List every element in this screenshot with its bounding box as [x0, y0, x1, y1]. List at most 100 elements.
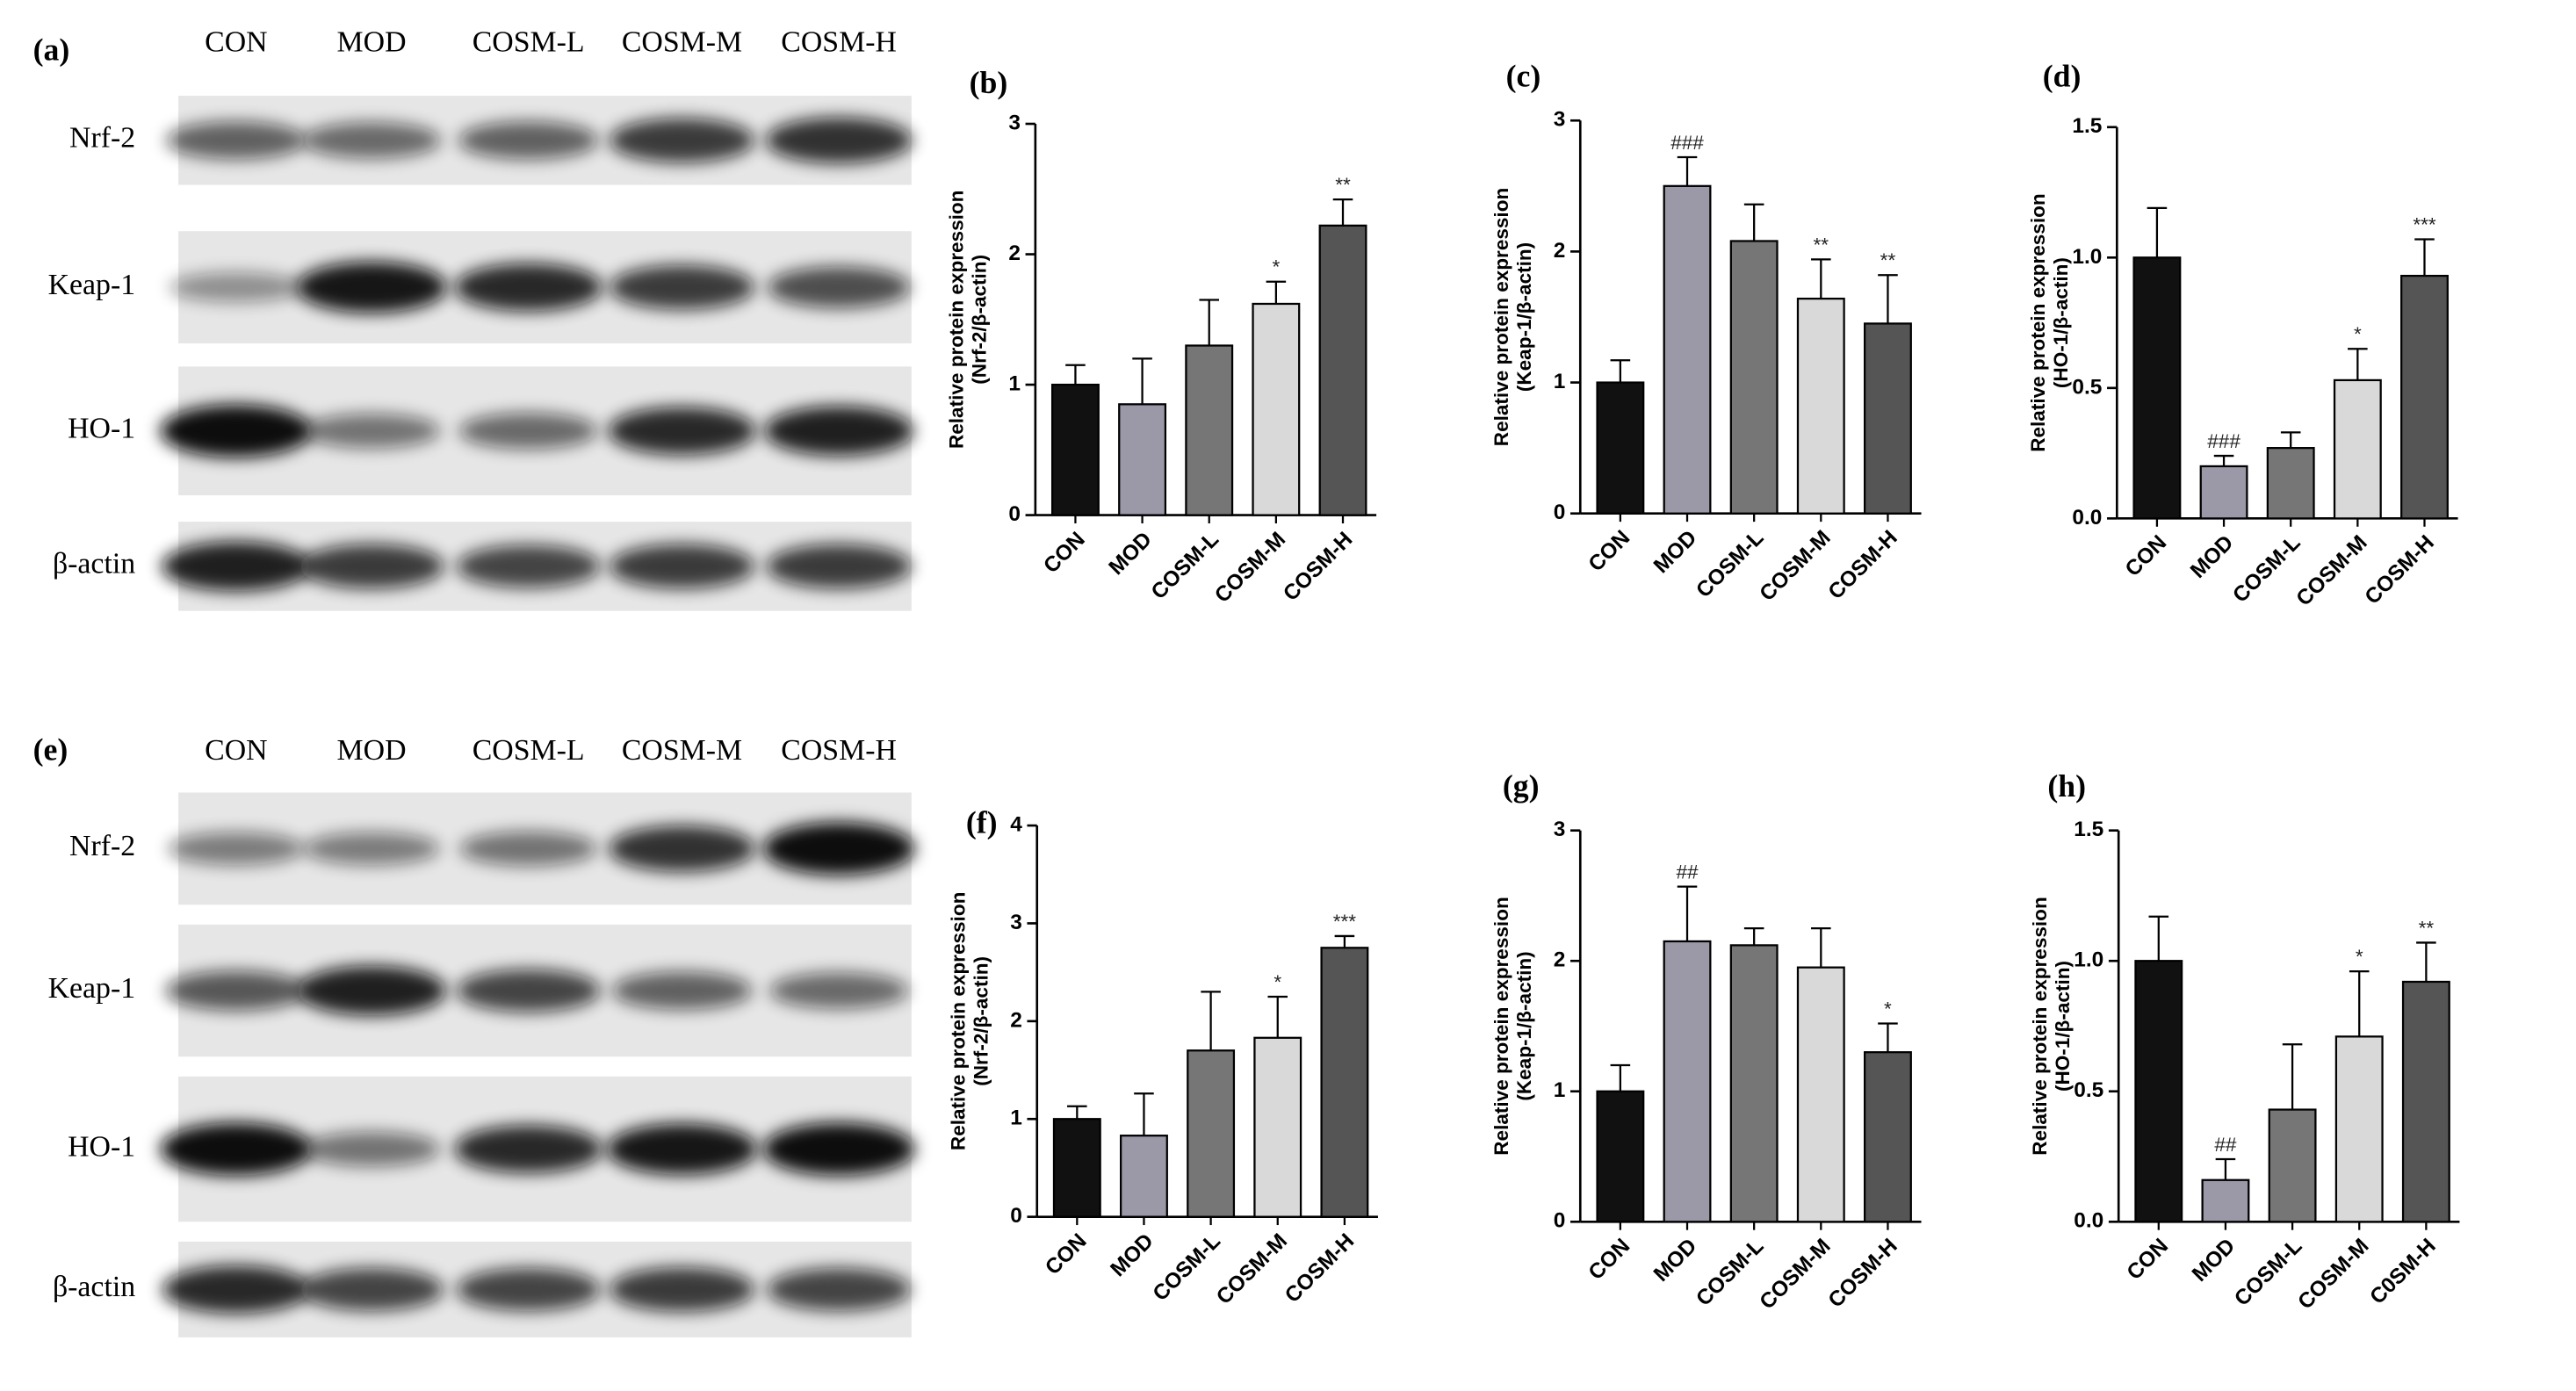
band: [454, 1125, 603, 1173]
bar: [1118, 403, 1167, 516]
band: [762, 822, 915, 876]
bar: [2266, 447, 2315, 520]
bar: [1253, 1036, 1302, 1218]
band: [168, 832, 305, 866]
band: [299, 544, 444, 589]
x-tick-label: CON: [2123, 1234, 2173, 1284]
x-tick-label: C0SM-H: [2365, 1234, 2440, 1308]
y-tick-label: 1.5: [2074, 818, 2103, 841]
y-tick-label: 1: [1554, 1078, 1566, 1102]
band: [303, 832, 440, 866]
protein-label: HO-1: [68, 412, 135, 444]
y-tick-label: 3: [1010, 911, 1022, 934]
x-tick-label: COSM-M: [2293, 1234, 2373, 1314]
significance-label: ###: [1670, 132, 1704, 154]
y-tick-label: 0.0: [2074, 1209, 2103, 1233]
bar: [1596, 1090, 1645, 1223]
significance-label: **: [1335, 174, 1351, 196]
lane-label: COSM-M: [622, 734, 742, 767]
y-tick-label: 0: [1554, 1209, 1566, 1233]
bar: [1729, 944, 1779, 1223]
bar: [1050, 383, 1100, 516]
significance-label: *: [2354, 323, 2362, 345]
protein-label: Nrf-2: [69, 122, 135, 155]
lane-label: COSM-L: [473, 26, 585, 59]
bar: [1052, 1118, 1101, 1218]
bar: [2201, 1178, 2250, 1223]
lane-label: COSM-L: [473, 734, 585, 767]
bar: [1252, 302, 1301, 516]
y-tick-label: 3: [1008, 111, 1021, 134]
y-tick-label: 0.5: [2072, 375, 2102, 399]
band: [608, 407, 756, 455]
band: [609, 264, 755, 310]
x-tick-label: CON: [1584, 1234, 1634, 1284]
y-tick-label: 3: [1554, 818, 1566, 841]
y-tick-label: 0: [1008, 502, 1021, 526]
bar-chart: (c) Relative protein expression (Keap-1/β-…: [1490, 58, 1922, 606]
band: [299, 1267, 444, 1311]
band: [165, 970, 307, 1011]
x-tick-label: COSM-H: [2361, 531, 2439, 609]
bar: [1318, 224, 1367, 516]
band: [609, 118, 755, 163]
y-axis-label: Relative protein expression: [947, 892, 969, 1150]
significance-label: *: [1272, 256, 1280, 278]
y-tick-label: 0: [1554, 501, 1566, 524]
band: [456, 1267, 601, 1311]
bar: [1663, 184, 1712, 515]
x-tick-label: COSM-M: [1756, 1234, 1836, 1314]
y-tick-label: 2: [1554, 948, 1566, 972]
band: [766, 544, 912, 589]
y-axis-label: (Nrf-2/β-actin): [969, 255, 991, 385]
y-axis-label: Relative protein expression: [2029, 897, 2051, 1155]
panel-label: (g): [1503, 768, 1540, 804]
y-tick-label: 1: [1010, 1106, 1022, 1130]
x-tick-label: MOD: [1649, 1234, 1701, 1286]
y-tick-label: 4: [1010, 813, 1022, 837]
y-tick-label: 1.5: [2072, 114, 2102, 138]
y-tick-label: 2: [1010, 1008, 1022, 1032]
x-tick-label: CON: [1584, 526, 1634, 576]
significance-label: ##: [1676, 861, 1699, 883]
panel-label: (a): [33, 32, 70, 67]
panel-label: (c): [1506, 58, 1541, 93]
significance-label: ***: [2413, 213, 2436, 235]
x-tick-label: COSM-M: [2292, 531, 2372, 611]
bar: [2134, 960, 2183, 1223]
bar: [1796, 297, 1845, 515]
y-tick-label: 3: [1554, 108, 1566, 132]
band: [609, 825, 755, 872]
band: [762, 1122, 915, 1176]
y-axis-label: (HO-1/β-actin): [2050, 257, 2072, 388]
band: [764, 406, 914, 456]
bar: [2199, 465, 2248, 520]
bar-chart: (g) Relative protein expression (Keap-1/β-…: [1490, 768, 1922, 1315]
band: [767, 266, 911, 308]
y-tick-label: 1.0: [2072, 245, 2102, 269]
x-tick-label: COSM-M: [1212, 1229, 1292, 1309]
bar-chart: (b) Relative protein expression (Nrf-2/β-a…: [945, 65, 1377, 608]
protein-label: Nrf-2: [69, 830, 135, 862]
bar: [2334, 1035, 2384, 1223]
lane-label: MOD: [337, 26, 407, 59]
band: [459, 831, 597, 867]
y-axis-label: Relative protein expression: [1490, 188, 1512, 446]
protein-label: Keap-1: [48, 269, 136, 301]
bar: [1120, 1135, 1168, 1218]
band: [160, 1122, 313, 1176]
band: [458, 121, 599, 160]
significance-label: **: [1814, 234, 1829, 256]
x-tick-label: CON: [1039, 528, 1089, 578]
band: [161, 541, 311, 592]
bar: [1864, 1051, 1912, 1223]
bar: [2132, 256, 2182, 520]
x-tick-label: COSM-H: [1281, 1229, 1359, 1308]
protein-label: β-actin: [53, 548, 135, 580]
band: [606, 1123, 758, 1175]
x-tick-label: COSM-H: [1824, 1234, 1902, 1312]
lane-label: COSM-H: [781, 734, 897, 767]
x-tick-label: MOD: [1649, 526, 1701, 578]
